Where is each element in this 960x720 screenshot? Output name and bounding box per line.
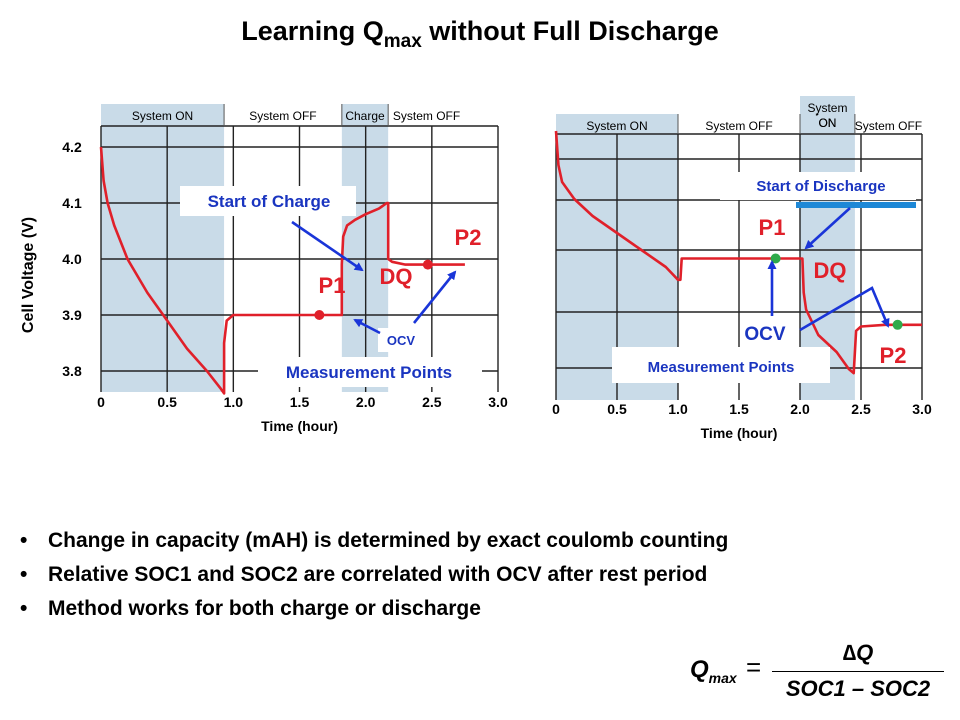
label-box: [180, 186, 356, 216]
x-tick-label: 1.0: [668, 401, 688, 417]
measurement-points-label: Measurement Points: [648, 359, 795, 376]
title-main: Learning Q: [241, 16, 384, 46]
bullet-text: Method works for both charge or discharg…: [48, 597, 481, 620]
ocv-label: OCV: [387, 333, 416, 348]
slide-title: Learning Qmax without Full Discharge: [0, 16, 960, 53]
y-tick-label: 3.8: [62, 363, 82, 379]
region-label: System ON: [586, 119, 647, 133]
formula-q-sub: max: [708, 669, 737, 686]
x-tick-label: 3.0: [912, 401, 932, 417]
discharge-bar: [796, 202, 916, 208]
bullet-dot: •: [20, 597, 28, 620]
start-of-charge-label: Start of Charge: [208, 192, 331, 211]
bullet-item: • Method works for both charge or dischar…: [18, 594, 948, 624]
y-tick-label: 4.2: [62, 139, 82, 155]
y-tick-label: 3.9: [62, 307, 82, 323]
formula-denominator: SOC1 – SOC2: [785, 676, 931, 701]
x-tick-label: 0: [97, 394, 105, 410]
dq-label: DQ: [814, 258, 847, 283]
start-of-discharge-arrow: [804, 207, 851, 250]
region-label: ON: [818, 116, 836, 130]
measurement-point-marker: [314, 310, 325, 320]
region-label: ON: [818, 116, 836, 130]
region-label: System: [807, 101, 847, 115]
formula-equals: =: [746, 652, 762, 682]
formula-q: Q: [690, 656, 709, 683]
label-box: [612, 347, 830, 383]
chart-annotations: Start of Charge P1 DQ P2 OCV Measurement Poin…: [180, 172, 916, 387]
bullet-item: • Change in capacity (mAH) is determined …: [18, 526, 948, 556]
x-tick-label: 1.5: [729, 401, 749, 417]
x-tick-label: 3.0: [488, 394, 508, 410]
p2-label: P2: [455, 225, 482, 250]
x-tick-label: 2.0: [356, 394, 376, 410]
bullet-text: Relative SOC1 and SOC2 are correlated wi…: [48, 563, 708, 586]
x-axis-label: Time (hour): [701, 425, 778, 441]
region-label: System ON: [132, 109, 193, 123]
measurement-points-label: Measurement Points: [286, 363, 452, 382]
p1-label: P1: [759, 215, 786, 240]
y-tick-label: 4.0: [62, 251, 82, 267]
title-subscript: max: [383, 31, 422, 52]
label-box: [720, 172, 916, 200]
ocv-label: OCV: [744, 324, 786, 345]
ocv-arrow: [799, 286, 890, 332]
region-label: System OFF: [855, 119, 922, 133]
bullet-list: • Change in capacity (mAH) is determined …: [18, 526, 948, 628]
dq-label: DQ: [380, 264, 413, 289]
start-of-charge-arrow: [291, 220, 364, 272]
measurement-point-marker: [892, 319, 903, 330]
shaded-region: [800, 96, 855, 114]
region-label: System OFF: [393, 109, 460, 123]
measurement-point-marker: [422, 259, 433, 270]
ocv-arrow: [412, 270, 457, 324]
p1-label: P1: [319, 273, 346, 298]
x-tick-label: 0.5: [157, 394, 177, 410]
x-tick-label: 2.5: [851, 401, 871, 417]
ocv-arrow: [353, 318, 381, 335]
voltage-curve: [554, 130, 922, 375]
x-tick-label: 0: [552, 401, 560, 417]
voltage-curve: [99, 146, 465, 395]
region-label: Charge: [345, 109, 385, 123]
bullet-item: • Relative SOC1 and SOC2 are correlated w…: [18, 560, 948, 590]
formula-numerator: ∆Q: [842, 640, 874, 665]
x-tick-label: 1.0: [224, 394, 244, 410]
label-box: [378, 328, 426, 352]
formula-fraction-bar: [772, 671, 944, 672]
bullet-dot: •: [20, 563, 28, 586]
start-of-discharge-label: Start of Discharge: [756, 178, 885, 195]
x-tick-label: 2.5: [422, 394, 442, 410]
region-label: System OFF: [249, 109, 316, 123]
bullet-dot: •: [20, 529, 28, 552]
x-tick-label: 1.5: [290, 394, 310, 410]
qmax-formula: Qmax = ∆Q SOC1 – SOC2: [690, 638, 950, 714]
region-label: System OFF: [705, 119, 772, 133]
x-axis-label: Time (hour): [261, 418, 338, 434]
p2-label: P2: [880, 343, 907, 368]
title-rest: without Full Discharge: [421, 16, 719, 46]
x-tick-label: 0.5: [607, 401, 627, 417]
bullet-text: Change in capacity (mAH) is determined b…: [48, 529, 729, 552]
label-box: [258, 357, 482, 387]
y-tick-label: 4.1: [62, 195, 82, 211]
x-tick-label: 2.0: [790, 401, 810, 417]
y-axis-label: Cell Voltage (V): [20, 217, 37, 333]
shaded-region: [101, 104, 225, 392]
formula-lhs: Qmax: [690, 656, 737, 686]
